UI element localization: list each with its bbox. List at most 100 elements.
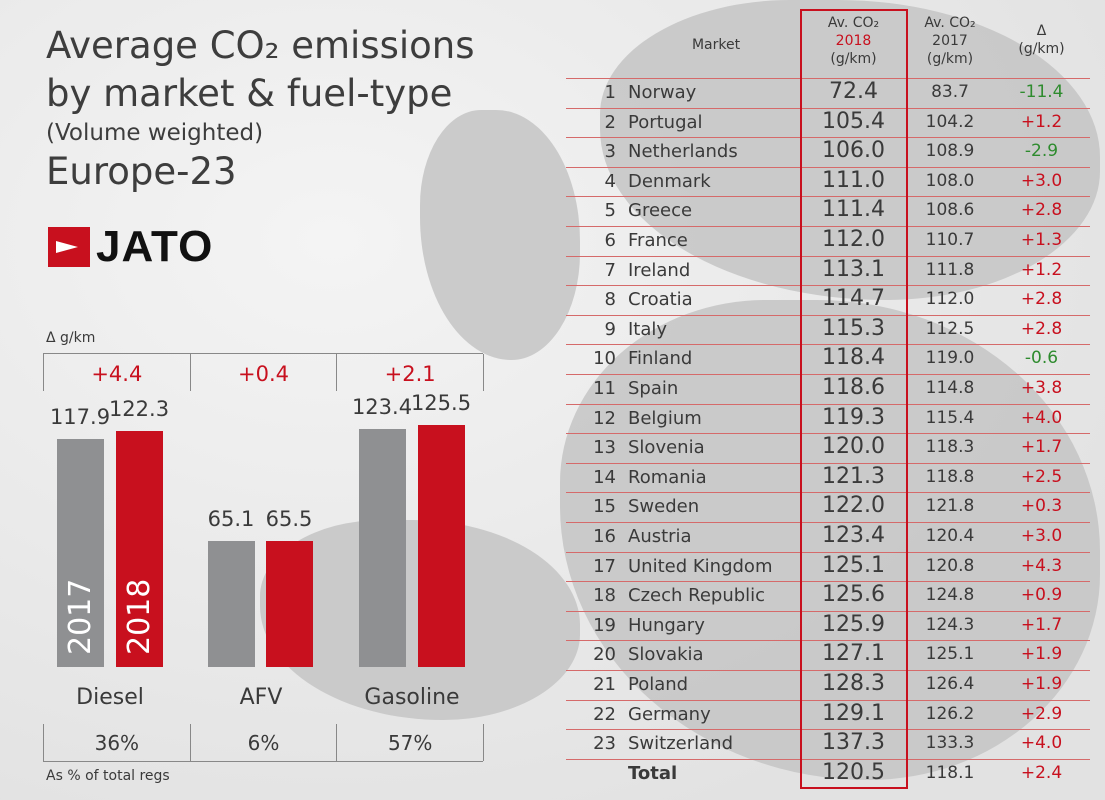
co2-2018: 121.3 xyxy=(822,463,885,489)
table-row: 4 Denmark 111.0 108.0 +3.0 xyxy=(566,166,1090,197)
rank: 17 xyxy=(593,555,616,577)
co2-2017: 111.8 xyxy=(925,259,975,280)
delta: +2.9 xyxy=(1020,703,1063,724)
h: (g/km) xyxy=(830,51,877,67)
delta-diesel: +4.4 xyxy=(43,354,191,391)
co2-2017: 133.3 xyxy=(925,733,975,754)
table-row: 23 Switzerland 137.3 133.3 +4.0 xyxy=(566,729,1090,759)
rank: 21 xyxy=(593,674,616,695)
bar-2018-gasoline xyxy=(418,424,465,667)
table-row: 3 Netherlands 106.0 108.9 -2.9 xyxy=(566,137,1090,167)
subtitle: (Volume weighted) xyxy=(46,120,264,146)
delta: +2.5 xyxy=(1020,466,1063,487)
co2-2018: 120.5 xyxy=(822,759,885,785)
co2-2018: 114.7 xyxy=(822,286,885,312)
rank: 20 xyxy=(593,644,616,666)
delta: +4.0 xyxy=(1020,407,1063,428)
co2-2018: 128.3 xyxy=(822,671,885,696)
table-row: 18 Czech Republic 125.6 124.8 +0.9 xyxy=(566,581,1090,611)
co2-2017: 114.8 xyxy=(925,378,975,398)
delta-gasoline: +2.1 xyxy=(336,354,485,391)
table-row: 11 Spain 118.6 114.8 +3.8 xyxy=(566,374,1090,404)
table-row: 14 Romania 121.3 118.8 +2.5 xyxy=(566,462,1090,493)
rank: 23 xyxy=(593,733,616,755)
page-title: Average CO₂ emissions by market & fuel-t… xyxy=(46,22,475,196)
market-name: Denmark xyxy=(628,170,711,192)
table-row: 5 Greece 111.4 108.6 +2.8 xyxy=(566,196,1090,226)
delta-label: Δ g/km xyxy=(46,330,96,346)
co2-2017: 119.0 xyxy=(925,348,975,369)
market-name: Norway xyxy=(628,82,697,103)
header-delta: Δ (g/km) xyxy=(993,22,1090,58)
co2-2018: 127.1 xyxy=(822,641,885,667)
h: 2017 xyxy=(932,33,968,49)
delta: -0.6 xyxy=(1024,348,1059,369)
delta: +1.9 xyxy=(1020,644,1063,665)
bar-2018-afv xyxy=(266,540,313,667)
co2-2017: 108.0 xyxy=(925,170,975,191)
delta: +1.2 xyxy=(1020,111,1063,132)
title-line1: Average CO₂ emissions xyxy=(46,24,475,67)
rank: 19 xyxy=(593,614,616,636)
co2-2018: 115.3 xyxy=(822,315,885,341)
category-label: AFV xyxy=(239,685,283,710)
share-afv: 6% xyxy=(189,724,338,761)
co2-2017: 83.7 xyxy=(931,82,969,102)
rank: 2 xyxy=(604,111,616,133)
co2-2018: 118.6 xyxy=(822,375,885,400)
rank: 6 xyxy=(604,230,616,251)
bar-value-label: 65.1 xyxy=(207,507,255,532)
co2-2018: 137.3 xyxy=(822,730,885,756)
market-name: Finland xyxy=(628,348,693,370)
co2-2018: 123.4 xyxy=(822,523,885,548)
bar-2017-gasoline xyxy=(359,428,406,667)
delta: +0.3 xyxy=(1020,496,1063,517)
co2-2017: 120.8 xyxy=(925,555,975,576)
delta: +1.7 xyxy=(1020,614,1063,635)
co2-2018: 72.4 xyxy=(829,79,878,104)
delta: +0.9 xyxy=(1020,585,1063,606)
bar-value-label: 122.3 xyxy=(108,396,170,421)
table-row: 17 United Kingdom 125.1 120.8 +4.3 xyxy=(566,551,1090,582)
co2-2018: 113.1 xyxy=(822,256,885,282)
co2-2017: 104.2 xyxy=(925,111,975,132)
rank: 9 xyxy=(604,318,616,340)
category-label: Diesel xyxy=(76,685,144,710)
co2-2017: 124.3 xyxy=(925,614,975,635)
rank: 12 xyxy=(593,407,616,429)
table-row: 7 Ireland 113.1 111.8 +1.2 xyxy=(566,255,1090,286)
table-row: 10 Finland 118.4 119.0 -0.6 xyxy=(566,344,1090,374)
table-row: 9 Italy 115.3 112.5 +2.8 xyxy=(566,314,1090,345)
jato-logo: JATO xyxy=(48,222,213,272)
delta: +1.9 xyxy=(1020,674,1063,694)
co2-2018: 120.0 xyxy=(822,434,885,460)
rank: 22 xyxy=(593,703,616,725)
co2-2017: 118.3 xyxy=(925,437,975,458)
share-row: 36% 6% 57% xyxy=(43,724,485,762)
map-uk xyxy=(420,110,580,360)
table-row: 22 Germany 129.1 126.2 +2.9 xyxy=(566,699,1090,730)
co2-2018: 125.9 xyxy=(822,611,885,637)
market-name: Germany xyxy=(628,703,711,725)
market-name: Poland xyxy=(628,674,689,695)
market-name: Ireland xyxy=(628,259,691,281)
h: Δ xyxy=(1036,23,1047,39)
delta: +3.0 xyxy=(1020,526,1063,546)
h: (g/km) xyxy=(926,51,974,67)
year-label: 2018 xyxy=(122,578,157,655)
h: 2018 xyxy=(835,33,872,49)
co2-2017: 125.1 xyxy=(925,644,975,665)
market-name: United Kingdom xyxy=(628,555,773,577)
co2-2017: 110.7 xyxy=(925,230,975,250)
delta: +4.0 xyxy=(1020,733,1063,754)
rank: 10 xyxy=(593,348,616,370)
co2-2018: 129.1 xyxy=(822,700,885,726)
table-total-row: Total 120.5 118.1 +2.4 xyxy=(566,758,1090,789)
delta: -2.9 xyxy=(1024,141,1059,162)
co2-2017: 118.8 xyxy=(925,466,975,487)
market-name: Netherlands xyxy=(628,141,738,163)
market-name: Italy xyxy=(628,318,668,340)
rank: 4 xyxy=(604,170,616,192)
bar-2018-diesel xyxy=(116,430,163,667)
table-row: 12 Belgium 119.3 115.4 +4.0 xyxy=(566,403,1090,434)
